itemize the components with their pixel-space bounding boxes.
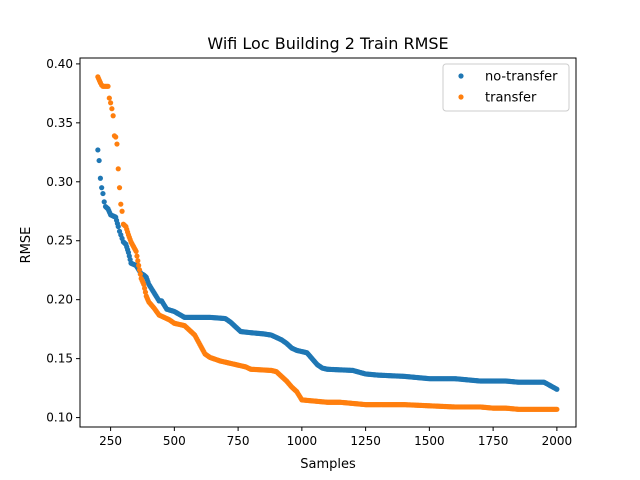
data-point: [109, 106, 115, 112]
series-no-transfer: [95, 147, 560, 392]
data-point: [110, 113, 116, 119]
legend-marker: [458, 94, 464, 100]
legend-label: no-transfer: [485, 70, 558, 85]
data-point: [554, 386, 560, 392]
data-point: [118, 201, 124, 207]
data-point: [142, 285, 148, 291]
y-tick-label: 0.25: [46, 234, 73, 248]
legend-label: transfer: [485, 91, 537, 106]
data-point: [113, 134, 119, 140]
legend-box: [442, 63, 570, 112]
x-axis-label: Samples: [300, 457, 356, 472]
data-point: [141, 281, 147, 287]
data-point: [99, 185, 105, 191]
data-point: [136, 262, 142, 269]
x-tick-label: 1750: [478, 434, 509, 448]
y-tick-label: 0.30: [46, 175, 73, 189]
data-point: [114, 141, 120, 147]
data-point: [554, 406, 560, 412]
data-point: [101, 199, 107, 205]
plot-area: 250 500 750 1000 1250 1500 1750 2000 0.10 0.15 0.2…: [46, 57, 577, 448]
y-tick-label: 0.15: [46, 352, 73, 366]
legend: no-transfer transfer: [442, 63, 570, 112]
data-point: [108, 100, 114, 106]
y-tick-label: 0.10: [46, 411, 73, 425]
x-tick-label: 250: [99, 434, 122, 448]
y-axis-label: RMSE: [19, 227, 34, 264]
data-point: [135, 258, 141, 264]
y-tick-label: 0.20: [46, 293, 73, 307]
data-point: [106, 95, 112, 101]
data-point: [96, 157, 102, 164]
x-tick-label: 500: [163, 434, 186, 448]
legend-marker: [458, 73, 464, 79]
data-point: [136, 267, 143, 273]
data-point: [137, 271, 143, 277]
y-tick-label: 0.35: [46, 116, 73, 130]
data-point: [115, 166, 121, 172]
data-point: [95, 147, 101, 153]
data-point: [115, 223, 121, 230]
x-tick-label: 750: [227, 434, 250, 448]
data-point: [105, 83, 111, 89]
data-point: [97, 175, 104, 181]
x-tick-label: 1000: [287, 434, 318, 448]
axes-frame: [79, 57, 577, 428]
series-transfer: [95, 74, 560, 412]
data-point: [100, 190, 106, 197]
chart-title: Wifi Loc Building 2 Train RMSE: [207, 34, 448, 53]
x-tick-label: 1500: [414, 434, 445, 448]
data-point: [142, 289, 149, 295]
y-tick-label: 0.40: [46, 57, 73, 71]
data-point: [119, 208, 125, 214]
data-point: [134, 253, 140, 259]
x-tick-label: 2000: [542, 434, 573, 448]
data-point: [133, 248, 139, 254]
data-point: [116, 185, 123, 191]
x-tick-label: 1250: [350, 434, 381, 448]
